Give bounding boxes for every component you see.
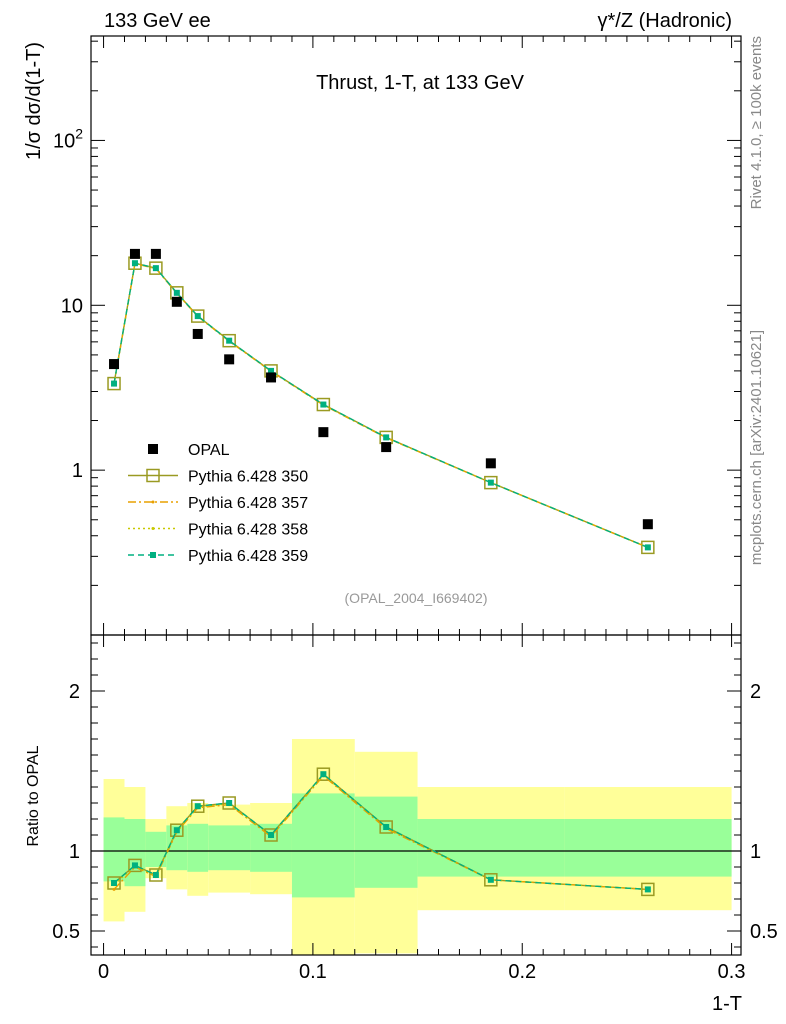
y-tick-label: 10 <box>61 295 83 317</box>
y-tick-label: 102 <box>53 125 83 152</box>
opal-data-point <box>485 458 496 469</box>
chart-title: Thrust, 1-T, at 133 GeV <box>316 72 525 94</box>
legend-label: Pythia 6.428 359 <box>188 548 308 565</box>
mc-series-marker <box>268 367 275 374</box>
mcplots-label: mcplots.cern.ch [arXiv:2401.10621] <box>748 330 765 565</box>
mc-series-marker <box>194 313 201 320</box>
mc-series-marker <box>149 261 163 275</box>
opal-data-point <box>109 359 120 370</box>
ratio-band-stat <box>208 825 251 871</box>
ratio-series-marker <box>222 796 236 810</box>
opal-data-point <box>171 296 182 307</box>
legend-marker <box>146 468 160 483</box>
ratio-series-marker <box>149 868 163 882</box>
ratio-y-axis-label: Ratio to OPAL <box>25 745 42 846</box>
mc-series-marker <box>316 397 331 412</box>
opal-data-point <box>150 248 161 259</box>
x-tick-label: 0.2 <box>508 961 536 983</box>
ratio-series-marker <box>226 800 233 806</box>
ratio-series-marker <box>131 862 138 869</box>
ratio-band-stat <box>145 831 167 867</box>
mc-series-marker <box>152 265 159 272</box>
mc-series-marker <box>644 544 651 551</box>
mc-series-marker <box>191 309 205 323</box>
main-y-axis-label: 1/σ dσ/d(1-T) <box>23 42 45 160</box>
ratio-panel: 0.5 0.5 1 1 2 2 <box>52 634 778 956</box>
analysis-id: (OPAL_2004_I669402) <box>345 590 488 606</box>
ratio-series-marker <box>268 832 275 838</box>
opal-data-point <box>192 328 203 339</box>
ratio-series-marker <box>264 828 278 842</box>
opal-data-point <box>381 442 392 453</box>
ratio-band-stat <box>103 817 125 882</box>
ratio-series-marker <box>152 872 159 878</box>
legend-label-opal: OPAL <box>188 442 230 459</box>
y-tick-label: 1 <box>72 460 83 482</box>
legend-marker <box>150 552 156 558</box>
ratio-series-marker <box>170 823 184 837</box>
header-right: γ*/Z (Hadronic) <box>598 10 732 32</box>
legend-marker-opal <box>148 444 158 454</box>
ratio-series-marker <box>194 803 201 810</box>
ratio-series-marker <box>320 771 327 778</box>
mc-series-marker <box>107 376 121 391</box>
opal-data-point <box>224 354 235 365</box>
ratio-series-marker <box>112 887 116 891</box>
ratio-series-marker <box>487 876 494 883</box>
mc-series-marker <box>383 434 390 441</box>
ratio-series-marker <box>191 799 205 813</box>
ratio-series-marker <box>173 827 180 834</box>
mc-series-marker <box>484 475 498 490</box>
opal-data-point <box>266 372 277 383</box>
opal-data-point <box>318 427 329 438</box>
ratio-tick-label-right: 0.5 <box>750 921 778 943</box>
mc-series-marker <box>131 260 138 267</box>
ratio-tick-label: 0.5 <box>52 921 80 943</box>
rivet-label: Rivet 4.1.0, ≥ 100k events <box>748 36 765 209</box>
mc-series-marker <box>641 540 655 555</box>
legend-marker <box>151 527 155 530</box>
opal-data-point <box>642 519 653 530</box>
x-tick-label: 0 <box>98 961 109 983</box>
ratio-tick-label-right: 1 <box>750 841 761 863</box>
header-left: 133 GeV ee <box>104 10 211 32</box>
ratio-series-marker <box>316 767 331 781</box>
mc-series-marker <box>173 289 180 296</box>
ratio-series-marker <box>379 820 393 834</box>
x-axis-label: 1-T <box>712 993 742 1015</box>
legend-label: Pythia 6.428 357 <box>188 495 308 512</box>
ratio-tick-label: 2 <box>69 681 80 703</box>
x-tick-label: 0.3 <box>718 961 746 983</box>
legend: OPAL Pythia 6.428 350 Pythia 6.428 357 Pyth… <box>128 442 308 565</box>
ratio-series-marker <box>111 880 118 886</box>
ratio-band-stat <box>187 823 209 872</box>
ratio-band-stat <box>250 823 292 872</box>
mc-series-marker <box>487 479 494 486</box>
mc-series-marker <box>226 337 233 344</box>
ratio-band-stat <box>124 819 146 887</box>
mc-series-marker <box>320 401 327 408</box>
legend-marker <box>151 500 155 504</box>
mc-series-marker <box>111 380 118 387</box>
ratio-tick-label-right: 2 <box>750 681 761 703</box>
ratio-band-stat <box>417 819 565 877</box>
x-tick-label: 0.1 <box>299 961 327 983</box>
legend-label: Pythia 6.428 358 <box>188 522 308 539</box>
main-panel: 1 10 102 Thrust, 1-T, at 133 GeV (OPAL_200… <box>53 35 742 636</box>
mc-series-marker <box>222 333 236 348</box>
ratio-band-stat <box>291 793 355 898</box>
ratio-tick-label: 1 <box>69 841 80 863</box>
ratio-series-marker <box>644 886 651 893</box>
ratio-series-marker <box>383 824 390 830</box>
ratio-series-marker <box>128 858 142 873</box>
ratio-band-stat <box>564 819 732 877</box>
legend-label: Pythia 6.428 350 <box>188 469 308 486</box>
opal-data-point <box>129 248 140 259</box>
